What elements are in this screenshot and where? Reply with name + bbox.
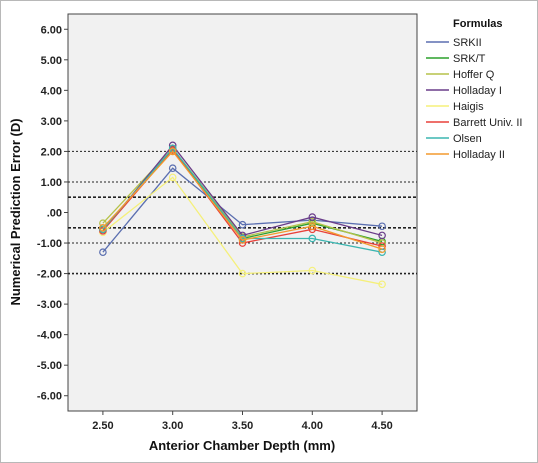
reference-lines (68, 150, 417, 275)
y-tick-label: -2.00 (37, 269, 62, 281)
x-axis-ticks: 2.50 3.00 3.50 4.00 4.50 (92, 411, 393, 432)
series-holladay-ii (99, 147, 386, 253)
x-tick-label: 4.00 (302, 420, 323, 432)
data-point (378, 222, 386, 231)
y-tick-label: 3.00 (41, 116, 62, 128)
data-point (238, 269, 247, 278)
series-line (102, 150, 383, 250)
data-point (238, 220, 247, 229)
plot-area (67, 13, 418, 412)
legend-label: Barrett Univ. II (453, 117, 522, 129)
x-tick-label: 3.50 (232, 420, 253, 432)
legend-label: Hoffer Q (453, 69, 495, 81)
legend-label: SRK/T (453, 53, 486, 65)
legend-item: SRK/T (426, 53, 486, 65)
data-point (308, 234, 317, 243)
y-tick-label: 5.00 (41, 55, 62, 67)
legend: Formulas SRKII SRK/T Hoffer Q Holladay I Hai… (426, 18, 522, 161)
legend-items: SRKII SRK/T Hoffer Q Holladay I Haigis Barret… (426, 37, 522, 161)
data-point (308, 217, 317, 226)
y-axis-title: Numerical Prediction Error (D) (8, 118, 23, 305)
x-tick-label: 2.50 (92, 420, 113, 432)
legend-label: Haigis (453, 101, 484, 113)
data-point (378, 280, 386, 289)
y-tick-label: -4.00 (37, 330, 62, 342)
legend-label: Olsen (453, 133, 482, 145)
x-tick-label: 3.00 (162, 420, 183, 432)
data-point (238, 236, 247, 244)
data-point (168, 173, 177, 182)
legend-item: Olsen (426, 133, 482, 145)
data-point (308, 213, 317, 221)
data-point (168, 164, 177, 173)
legend-item: Barrett Univ. II (426, 117, 522, 129)
legend-item: Holladay I (426, 85, 502, 97)
series-layer (99, 141, 386, 289)
y-tick-label: .00 (47, 208, 62, 220)
legend-label: SRKII (453, 37, 482, 49)
y-tick-label: 2.00 (41, 146, 62, 158)
y-tick-label: 1.00 (41, 177, 62, 189)
legend-item: Hoffer Q (426, 69, 495, 81)
legend-title: Formulas (453, 18, 503, 30)
series-line (102, 147, 383, 253)
x-axis-title: Anterior Chamber Depth (mm) (149, 438, 335, 453)
y-axis-ticks: 6.00 5.00 4.00 3.00 2.00 1.00 .00 -1.00 -2.00 -3.… (37, 24, 68, 403)
series-line (102, 176, 383, 285)
y-tick-label: 6.00 (41, 24, 62, 36)
x-tick-label: 4.50 (371, 420, 392, 432)
data-point (168, 147, 177, 156)
data-point (308, 222, 317, 231)
y-tick-label: -3.00 (37, 299, 62, 311)
data-point (99, 248, 107, 257)
data-point (99, 223, 107, 232)
legend-label: Holladay II (453, 149, 505, 161)
data-point (308, 266, 317, 275)
legend-item: Haigis (426, 101, 484, 113)
y-tick-label: 4.00 (41, 85, 62, 97)
data-point (378, 231, 386, 240)
data-point (378, 245, 386, 253)
legend-item: Holladay II (426, 149, 505, 161)
legend-label: Holladay I (453, 85, 502, 97)
y-tick-label: -1.00 (37, 238, 62, 250)
legend-item: SRKII (426, 37, 482, 49)
y-tick-label: -6.00 (37, 391, 62, 403)
y-tick-label: -5.00 (37, 360, 62, 372)
